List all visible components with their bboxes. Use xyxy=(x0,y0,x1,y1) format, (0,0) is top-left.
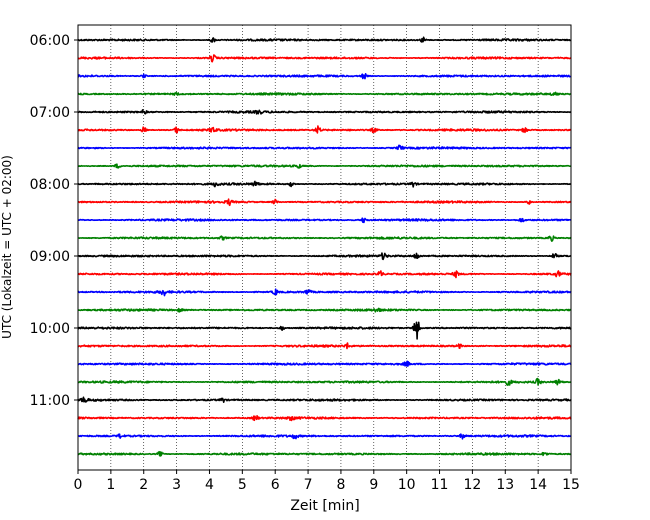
x-tick-label: 14 xyxy=(529,477,547,493)
trace-0730 xyxy=(77,144,572,151)
x-tick-label: 9 xyxy=(369,477,378,493)
x-tick-label: 11 xyxy=(431,477,449,493)
y-tick-label: 09:00 xyxy=(30,249,70,265)
trace-1015 xyxy=(77,342,572,350)
trace-0615 xyxy=(77,54,572,63)
plot-frame xyxy=(77,24,572,471)
trace-0600 xyxy=(77,36,572,43)
trace-0800 xyxy=(77,180,572,188)
y-axis-label: UTC (Lokalzeit = UTC + 02:00) xyxy=(0,155,14,339)
trace-0700 xyxy=(77,109,572,115)
x-tick-label: 10 xyxy=(398,477,416,493)
x-tick-label: 5 xyxy=(238,477,247,493)
trace-0915 xyxy=(77,270,572,279)
trace-1045 xyxy=(77,377,572,386)
trace-0930 xyxy=(77,288,572,297)
x-tick-label: 6 xyxy=(271,477,280,493)
x-tick-label: 7 xyxy=(304,477,313,493)
grid-lines xyxy=(77,25,572,470)
trace-0945 xyxy=(77,307,572,313)
trace-0645 xyxy=(77,91,572,96)
trace-series xyxy=(77,36,572,457)
trace-1145 xyxy=(77,450,572,457)
trace-1130 xyxy=(77,433,572,440)
y-axis-ticks: 06:00 07:00 08:00 09:00 10:00 11:00 xyxy=(30,33,78,409)
trace-0715 xyxy=(77,125,572,134)
y-tick-label: 10:00 xyxy=(30,321,70,337)
x-tick-label: 3 xyxy=(172,477,181,493)
trace-1115 xyxy=(77,415,572,422)
x-axis-ticks: 0 1 2 3 4 5 6 7 8 9 10 11 12 13 14 15 xyxy=(74,470,580,493)
trace-0830 xyxy=(77,217,572,224)
x-tick-label: 1 xyxy=(106,477,115,493)
trace-0630 xyxy=(77,73,572,80)
x-tick-label: 15 xyxy=(562,477,580,493)
y-tick-label: 08:00 xyxy=(30,177,70,193)
trace-0845 xyxy=(77,235,572,242)
x-tick-label: 0 xyxy=(74,477,83,493)
x-axis-label: Zeit [min] xyxy=(290,498,359,514)
trace-1000 xyxy=(77,321,572,340)
y-tick-label: 07:00 xyxy=(30,105,70,121)
trace-1100 xyxy=(77,396,572,403)
trace-0900 xyxy=(77,252,572,261)
x-tick-label: 13 xyxy=(496,477,514,493)
trace-0815 xyxy=(77,198,572,207)
x-tick-label: 4 xyxy=(205,477,214,493)
x-tick-label: 8 xyxy=(336,477,345,493)
trace-0745 xyxy=(77,163,572,169)
x-tick-label: 2 xyxy=(139,477,148,493)
y-tick-label: 06:00 xyxy=(30,33,70,49)
trace-1030 xyxy=(77,360,572,367)
x-tick-label: 12 xyxy=(463,477,481,493)
y-tick-label: 11:00 xyxy=(30,393,70,409)
